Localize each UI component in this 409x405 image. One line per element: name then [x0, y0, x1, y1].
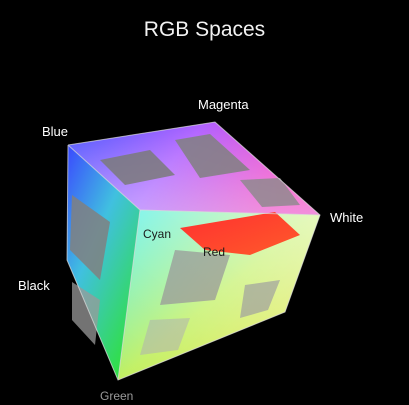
corner-label-green: Green — [100, 389, 133, 403]
cube-edges — [66, 121, 321, 381]
corner-label-blue: Blue — [42, 124, 68, 139]
cube-top-face — [68, 122, 320, 215]
corner-label-white: White — [330, 210, 363, 225]
corner-label-magenta: Magenta — [198, 97, 249, 112]
corner-label-black: Black — [18, 278, 50, 293]
red-region — [180, 212, 300, 255]
diagram-title: RGB Spaces — [143, 18, 266, 41]
corner-label-cyan: Cyan — [143, 227, 171, 241]
cube-left-face — [67, 145, 140, 380]
corner-label-red: Red — [203, 245, 225, 259]
cube-front-face — [118, 210, 320, 380]
